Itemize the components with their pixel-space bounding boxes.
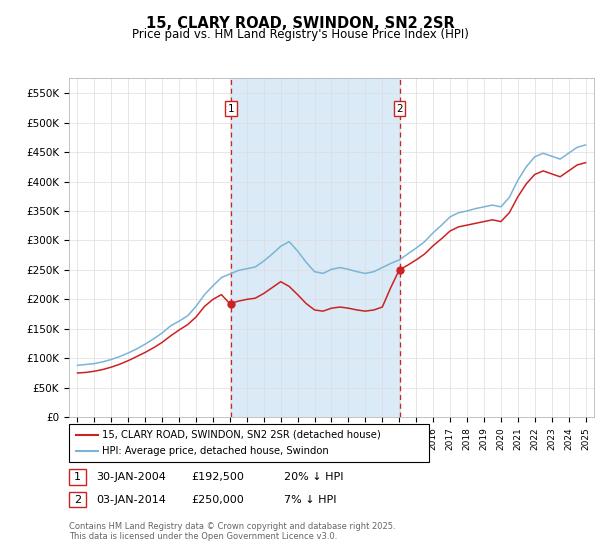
15, CLARY ROAD, SWINDON, SN2 2SR (detached house) — [193, 314, 200, 320]
Line: HPI: Average price, detached house, Swindon: HPI: Average price, detached house, Swin… — [77, 145, 586, 365]
HPI: Average price, detached house, Swindon: (2.01e+03, 2.54e+05): Average price, detached house, Swindon: … — [379, 264, 386, 271]
Text: 7% ↓ HPI: 7% ↓ HPI — [284, 494, 337, 505]
Bar — [231, 78, 400, 417]
Text: Contains HM Land Registry data © Crown copyright and database right 2025.
This d: Contains HM Land Registry data © Crown c… — [69, 522, 395, 542]
Text: 2: 2 — [74, 494, 81, 505]
HPI: Average price, detached house, Swindon: (2e+03, 1.88e+05): Average price, detached house, Swindon: … — [193, 303, 200, 310]
15, CLARY ROAD, SWINDON, SN2 2SR (detached house) — [345, 305, 352, 311]
Text: 15, CLARY ROAD, SWINDON, SN2 2SR (detached house): 15, CLARY ROAD, SWINDON, SN2 2SR (detach… — [102, 430, 381, 440]
Text: 2: 2 — [396, 104, 403, 114]
Line: 15, CLARY ROAD, SWINDON, SN2 2SR (detached house): 15, CLARY ROAD, SWINDON, SN2 2SR (detach… — [77, 162, 586, 373]
Text: 1: 1 — [228, 104, 235, 114]
HPI: Average price, detached house, Swindon: (2e+03, 8.8e+04): Average price, detached house, Swindon: … — [74, 362, 81, 368]
Text: 20% ↓ HPI: 20% ↓ HPI — [284, 472, 343, 482]
15, CLARY ROAD, SWINDON, SN2 2SR (detached house) — [514, 193, 521, 200]
Text: 15, CLARY ROAD, SWINDON, SN2 2SR: 15, CLARY ROAD, SWINDON, SN2 2SR — [146, 16, 454, 31]
HPI: Average price, detached house, Swindon: (2.01e+03, 2.51e+05): Average price, detached house, Swindon: … — [345, 266, 352, 273]
HPI: Average price, detached house, Swindon: (2.02e+03, 4.62e+05): Average price, detached house, Swindon: … — [582, 142, 589, 148]
15, CLARY ROAD, SWINDON, SN2 2SR (detached house) — [74, 370, 81, 376]
15, CLARY ROAD, SWINDON, SN2 2SR (detached house) — [175, 326, 182, 333]
15, CLARY ROAD, SWINDON, SN2 2SR (detached house) — [251, 295, 259, 301]
Text: HPI: Average price, detached house, Swindon: HPI: Average price, detached house, Swin… — [102, 446, 329, 456]
HPI: Average price, detached house, Swindon: (2.01e+03, 2.55e+05): Average price, detached house, Swindon: … — [251, 264, 259, 270]
Text: £192,500: £192,500 — [191, 472, 244, 482]
Text: 30-JAN-2004: 30-JAN-2004 — [97, 472, 166, 482]
Text: Price paid vs. HM Land Registry's House Price Index (HPI): Price paid vs. HM Land Registry's House … — [131, 28, 469, 41]
Text: 1: 1 — [74, 472, 81, 482]
HPI: Average price, detached house, Swindon: (2.02e+03, 4.02e+05): Average price, detached house, Swindon: … — [514, 177, 521, 184]
15, CLARY ROAD, SWINDON, SN2 2SR (detached house) — [582, 159, 589, 166]
15, CLARY ROAD, SWINDON, SN2 2SR (detached house) — [379, 304, 386, 310]
Text: £250,000: £250,000 — [191, 494, 244, 505]
HPI: Average price, detached house, Swindon: (2e+03, 1.63e+05): Average price, detached house, Swindon: … — [175, 318, 182, 324]
Text: 03-JAN-2014: 03-JAN-2014 — [97, 494, 166, 505]
